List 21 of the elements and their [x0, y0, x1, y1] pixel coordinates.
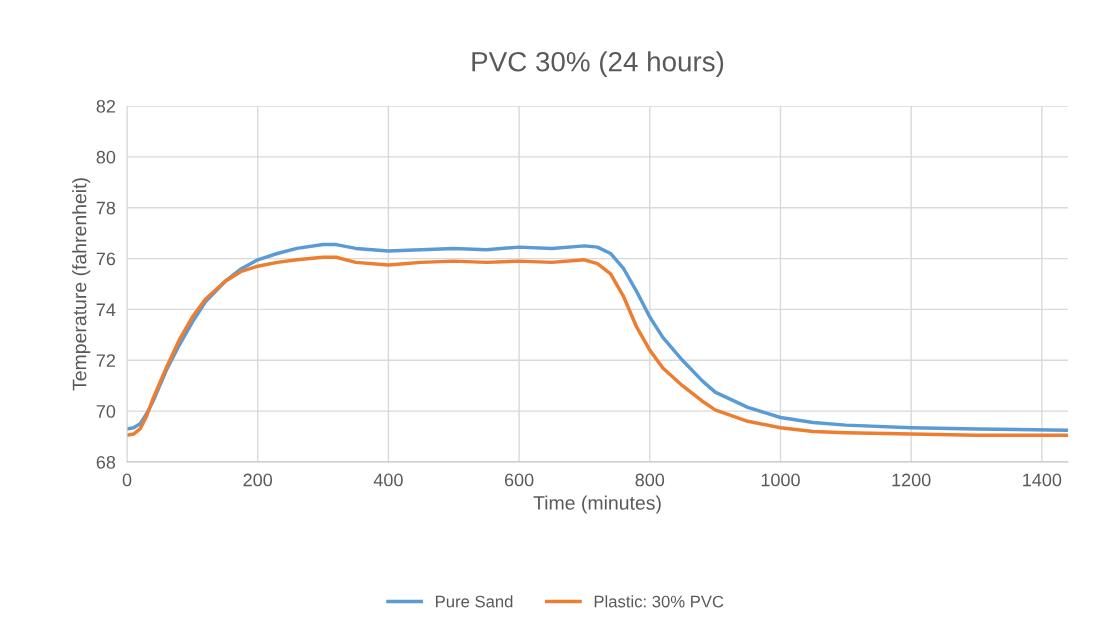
- y-tick-label: 68: [96, 455, 116, 469]
- y-tick-label: 74: [96, 303, 116, 316]
- y-tick-label: 82: [96, 99, 115, 113]
- x-tick-label: 1000: [761, 473, 800, 487]
- x-tick-label: 600: [504, 473, 534, 487]
- legend-label: Plastic: 30% PVC: [594, 595, 724, 608]
- x-tick-label: 400: [373, 473, 403, 487]
- x-tick-label: 1400: [1023, 473, 1062, 487]
- legend-label: Pure Sand: [436, 595, 513, 608]
- y-tick-label: 72: [96, 354, 115, 367]
- y-tick-label: 76: [96, 252, 116, 266]
- x-tick-label: 1200: [892, 473, 931, 487]
- x-tick-label: 0: [122, 473, 132, 487]
- x-tick-label: 200: [243, 473, 273, 487]
- y-tick-label: 80: [96, 150, 116, 164]
- x-tick-label: 800: [635, 473, 665, 487]
- chart-title: PVC 30% (24 hours): [472, 51, 724, 78]
- x-axis-title: Time (minutes): [533, 495, 661, 514]
- y-axis-title: Temperature (fahrenheit): [72, 178, 91, 391]
- y-tick-label: 78: [96, 201, 116, 215]
- y-tick-label: 70: [96, 405, 116, 418]
